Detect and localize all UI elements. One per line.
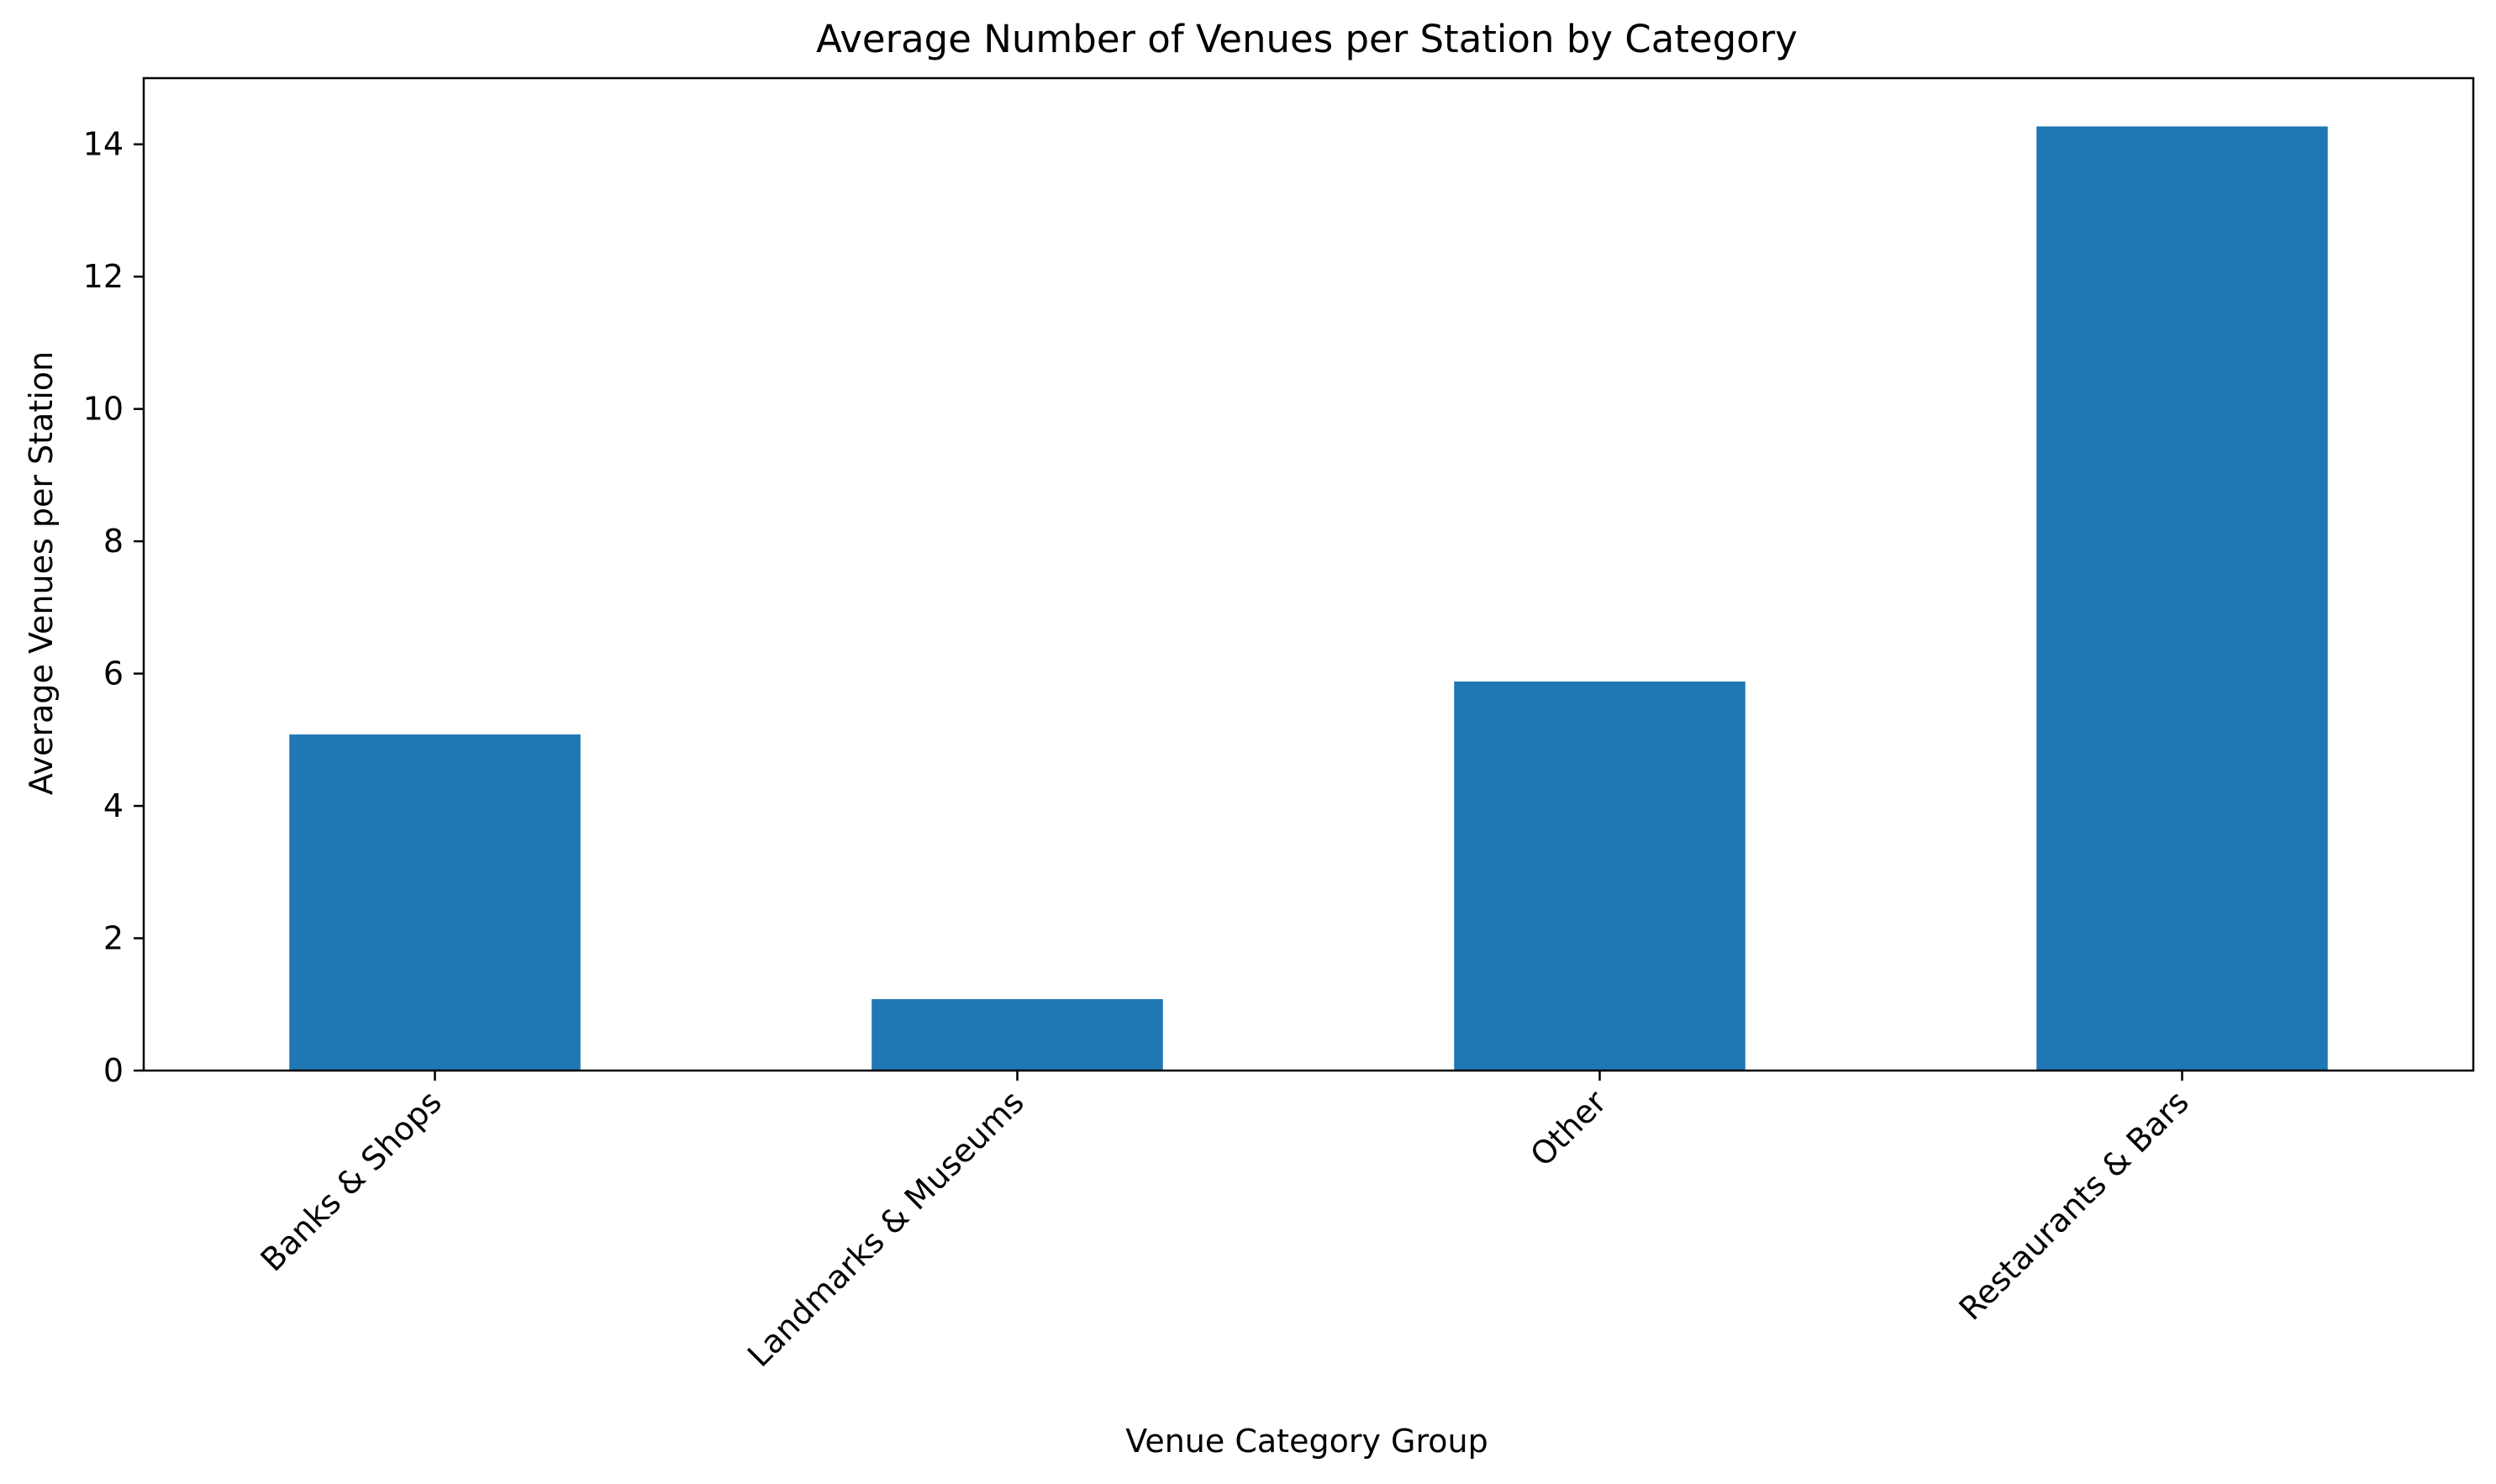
bar [1454, 681, 1746, 1071]
bar [2036, 126, 2328, 1071]
plot-area: 0 2 4 6 8 10 12 14 Banks & Shops Landmarks & Muse… [83, 76, 2475, 1374]
y-axis-label: Average Venues per Station [23, 351, 60, 795]
bar [871, 998, 1163, 1071]
y-tick-label: 6 [103, 655, 124, 692]
x-tick-label: Other [1523, 1083, 1614, 1174]
y-tick-label: 4 [103, 787, 124, 824]
y-tick-label: 14 [83, 126, 124, 163]
x-tick-label: Banks & Shops [254, 1083, 449, 1278]
bar [289, 734, 581, 1071]
y-tick-label: 0 [103, 1052, 124, 1089]
chart-title: Average Number of Venues per Station by … [816, 17, 1798, 61]
x-axis-label: Venue Category Group [1125, 1423, 1488, 1460]
x-tick-label: Landmarks & Museums [740, 1083, 1031, 1374]
y-tick-label: 10 [83, 391, 124, 428]
x-tick-label: Restaurants & Bars [1952, 1083, 2196, 1327]
y-tick-label: 8 [103, 523, 124, 560]
y-tick-label: 2 [103, 920, 124, 957]
plot-frame [142, 76, 2475, 1072]
y-tick-label: 12 [83, 258, 124, 295]
